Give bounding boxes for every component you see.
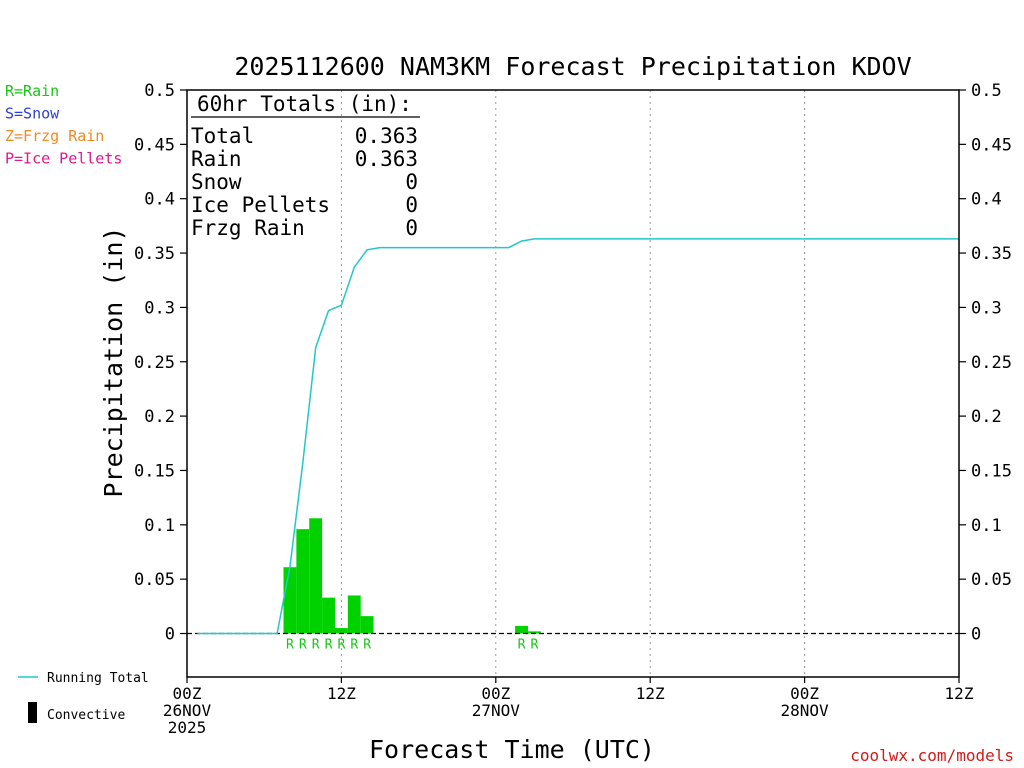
running-total-legend: Running Total — [18, 671, 149, 686]
totals-row-label: Frzg Rain — [191, 216, 305, 240]
totals-row-label: Rain — [191, 147, 242, 171]
precip-type-marker: R — [337, 638, 345, 653]
convective-legend-label: Convective — [47, 708, 125, 723]
running-total-legend-label: Running Total — [47, 671, 149, 686]
precip-bar — [360, 616, 374, 634]
precip-type-legend-item: P=Ice Pellets — [5, 150, 122, 168]
y-tick-label-left: 0.05 — [134, 570, 175, 590]
totals-header: 60hr Totals (in): — [197, 92, 412, 116]
y-tick-label-right: 0.2 — [971, 407, 1002, 427]
chart-gridlines — [340, 90, 806, 677]
totals-row-value: 0 — [405, 193, 418, 217]
y-tick-label-left: 0.5 — [144, 81, 175, 101]
precip-type-marker: R — [286, 638, 294, 653]
credit-text: coolwx.com/models — [850, 746, 1014, 765]
precip-type-legend-item: Z=Frzg Rain — [5, 127, 104, 145]
y-tick-label-left: 0.3 — [144, 298, 175, 318]
x-tick-label: 26NOV — [163, 701, 212, 720]
precip-bar — [515, 625, 528, 634]
totals-box: 60hr Totals (in): Total 0.363 Rain 0.363 Snow… — [191, 92, 420, 240]
precip-type-marker: R — [518, 638, 526, 653]
x-tick-label: 00Z — [481, 684, 510, 703]
precip-bar — [347, 595, 361, 634]
precip-bar — [309, 518, 323, 634]
y-tick-label-left: 0.45 — [134, 135, 175, 155]
totals-row-value: 0.363 — [355, 124, 418, 148]
y-tick-label-left: 0.1 — [144, 516, 175, 536]
x-tick-label: 2025 — [168, 718, 207, 737]
y-axis-right: 0 0.05 0.1 0.15 0.2 0.25 0.3 0.35 0.4 0.45 0.5 — [959, 81, 1012, 645]
precip-bar — [322, 597, 335, 634]
running-total-line — [197, 238, 959, 635]
x-tick-label: 12Z — [945, 684, 974, 703]
y-tick-label-right: 0.5 — [971, 81, 1002, 101]
y-tick-label-right: 0.3 — [971, 298, 1002, 318]
precip-type-legend-item: S=Snow — [5, 105, 60, 123]
y-tick-label-left: 0 — [165, 625, 175, 645]
y-tick-label-right: 0.25 — [971, 353, 1012, 373]
y-tick-label-right: 0.35 — [971, 244, 1012, 264]
precip-type-marker: R — [363, 638, 371, 653]
y-tick-label-left: 0.4 — [144, 190, 175, 210]
x-tick-label: 00Z — [790, 684, 819, 703]
precip-bar — [527, 631, 541, 634]
y-tick-label-left: 0.25 — [134, 353, 175, 373]
totals-row-value: 0 — [405, 170, 418, 194]
chart-title: 2025112600 NAM3KM Forecast Precipitation… — [234, 52, 911, 81]
convective-legend: Convective — [28, 702, 125, 723]
precip-bars — [283, 518, 541, 634]
y-tick-label-right: 0.15 — [971, 461, 1012, 481]
precip-type-legend-item: R=Rain — [5, 82, 59, 100]
y-axis-title: Precipitation (in) — [99, 227, 128, 498]
x-tick-label: 27NOV — [472, 701, 521, 720]
convective-legend-swatch — [28, 702, 37, 723]
y-tick-label-right: 0.1 — [971, 516, 1002, 536]
totals-row-value: 0 — [405, 216, 418, 240]
totals-row-label: Ice Pellets — [191, 193, 330, 217]
x-axis-title: Forecast Time (UTC) — [369, 735, 655, 764]
y-tick-label-left: 0.35 — [134, 244, 175, 264]
totals-row-value: 0.363 — [355, 147, 418, 171]
precip-type-marker: R — [312, 638, 320, 653]
y-axis-left: 0 0.05 0.1 0.15 0.2 0.25 0.3 0.35 0.4 0.45 0.5 — [134, 81, 187, 645]
precip-bar — [283, 567, 297, 634]
y-tick-label-left: 0.2 — [144, 407, 175, 427]
x-tick-label: 00Z — [173, 684, 202, 703]
precip-type-marker: R — [325, 638, 333, 653]
y-tick-label-right: 0.4 — [971, 190, 1002, 210]
precip-bar — [296, 529, 310, 634]
x-tick-label: 28NOV — [781, 701, 830, 720]
totals-row-label: Snow — [191, 170, 242, 194]
y-tick-label-right: 0.05 — [971, 570, 1012, 590]
precip-type-marker: R — [350, 638, 358, 653]
precip-type-marker: R — [299, 638, 307, 653]
y-tick-label-right: 0.45 — [971, 135, 1012, 155]
plot-frame — [186, 89, 960, 678]
precip-bar — [334, 628, 348, 634]
precip-type-marker: R — [530, 638, 538, 653]
y-tick-label-right: 0 — [971, 625, 981, 645]
x-tick-label: 12Z — [636, 684, 665, 703]
x-tick-label: 12Z — [327, 684, 356, 703]
totals-row-label: Total — [191, 124, 254, 148]
precip-type-legend: R=Rain S=Snow Z=Frzg Rain P=Ice Pellets — [5, 82, 122, 168]
y-tick-label-left: 0.15 — [134, 461, 175, 481]
